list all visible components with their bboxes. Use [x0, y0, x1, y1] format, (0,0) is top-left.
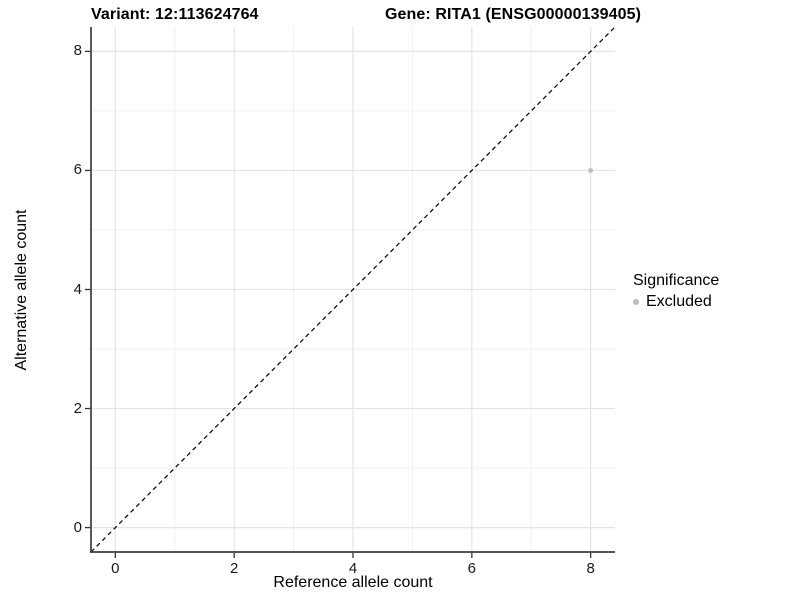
x-tick-label: 2	[230, 560, 239, 577]
plot-title-gene: Gene: RITA1 (ENSG00000139405)	[385, 6, 642, 23]
legend-item: Excluded	[633, 293, 719, 311]
y-tick-label: 4	[73, 280, 82, 298]
y-tick-label: 6	[73, 161, 82, 179]
y-axis-title: Alternative allele count	[13, 209, 30, 371]
x-axis-title: Reference allele count	[273, 574, 433, 591]
x-tick-label: 8	[586, 560, 595, 577]
legend-point-icon	[633, 299, 639, 305]
legend-title: Significance	[633, 272, 720, 289]
plot-title-variant: Variant: 12:113624764	[91, 6, 259, 23]
legend: Significance Excluded	[633, 272, 719, 311]
y-tick-label: 2	[73, 399, 82, 417]
x-tick-label: 6	[467, 560, 476, 577]
x-tick-label: 0	[111, 560, 120, 577]
legend-item-label: Excluded	[646, 293, 712, 310]
legend-items: Excluded	[633, 293, 719, 311]
data-point	[588, 168, 594, 173]
y-tick-label: 8	[73, 42, 82, 60]
y-tick-label: 0	[73, 518, 82, 536]
identity-line	[90, 26, 616, 553]
x-tick-label: 4	[348, 560, 358, 577]
